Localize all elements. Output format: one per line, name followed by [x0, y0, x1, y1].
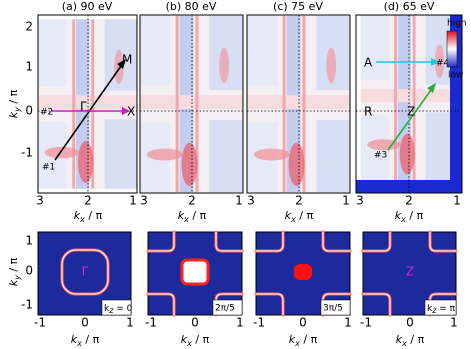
- cut-label: #2: [40, 108, 53, 118]
- x-axis-label: kx / π: [181, 333, 210, 348]
- panel-title: (d) 65 eV: [384, 0, 435, 13]
- x-tick-label: 3: [140, 194, 148, 208]
- x-axis-label: kx / π: [178, 209, 207, 224]
- x-tick-label: 0: [406, 316, 414, 330]
- x-ticks-top: 3 2 1 3 2 1 3 2 1 3 2 1: [36, 194, 461, 208]
- kz-label: kz = 0: [104, 304, 133, 315]
- x-tick-label: 1: [344, 316, 352, 330]
- colorbar-label: high: [447, 19, 467, 29]
- fermi-surface-panels: [37, 230, 458, 317]
- x-tick-label: 0: [299, 316, 307, 330]
- x-tick-label: -1: [145, 316, 157, 330]
- x-tick-label: 0: [191, 316, 199, 330]
- point-label: R: [364, 105, 372, 119]
- x-tick-label: 1: [450, 316, 458, 330]
- cut-label: #3: [374, 151, 387, 161]
- x-tick-label: 1: [453, 194, 461, 208]
- y-tick-label: 1: [25, 234, 33, 248]
- x-axis-label: kx / π: [285, 209, 314, 224]
- cut-arrow: [54, 65, 122, 161]
- x-tick-label: 3: [36, 194, 44, 208]
- kz-label: 3π/5: [323, 304, 343, 314]
- point-label: Z: [406, 265, 414, 279]
- y-tick-label: -1: [21, 146, 33, 160]
- y-axis-label: ky / π: [7, 257, 22, 286]
- y-tick-label: 0: [25, 104, 33, 118]
- point-label: X: [127, 105, 135, 119]
- x-tick-label: 2: [84, 194, 92, 208]
- arrow-head: [117, 59, 126, 69]
- panel-title: (c) 75 eV: [273, 0, 323, 13]
- colorbar: [446, 30, 458, 68]
- y-tick-label: 1: [25, 60, 33, 74]
- x-axis-label: kx / π: [289, 333, 318, 348]
- colorbar-label: low: [448, 71, 463, 81]
- x-tick-label: 1: [126, 316, 134, 330]
- arpes-map-b: [140, 15, 243, 193]
- cut-arrow: [387, 89, 432, 151]
- point-label: Z: [407, 105, 415, 119]
- x-tick-label: 1: [236, 316, 244, 330]
- arrow-head: [431, 58, 439, 66]
- x-tick-label: -1: [253, 316, 265, 330]
- x-axis-label: kx / π: [396, 333, 425, 348]
- y-tick-label: 2: [25, 20, 33, 34]
- kz-label: 2π/5: [215, 304, 235, 314]
- x-tick-label: 1: [342, 194, 350, 208]
- kz-labels: kz = 0 2π/5 3π/5 kz = π: [101, 299, 457, 316]
- x-tick-label: -1: [34, 316, 46, 330]
- cut-label: #4: [436, 59, 450, 69]
- x-tick-label: 2: [188, 194, 196, 208]
- point-label: A: [364, 56, 373, 70]
- panel-title: (b) 80 eV: [166, 0, 217, 13]
- arrow-head: [122, 107, 130, 115]
- x-ticks-bottom: -1 0 1 -1 0 1 -1 0 1 -1 0 1: [34, 316, 458, 330]
- x-tick-label: 1: [235, 194, 243, 208]
- kz-label: kz = π: [427, 304, 456, 315]
- x-tick-label: -1: [360, 316, 372, 330]
- x-tick-label: 2: [295, 194, 303, 208]
- x-tick-label: 1: [129, 194, 137, 208]
- x-axis-label: kx / π: [74, 209, 103, 224]
- x-axis-label: kx / π: [395, 209, 424, 224]
- arrow-head: [427, 83, 436, 93]
- x-labels-bottom: kx / π kx / π kx / π kx / π: [71, 333, 425, 348]
- panel-frames: [37, 14, 463, 194]
- arpes-map-c: [247, 15, 350, 193]
- panel-title: (a) 90 eV: [62, 0, 113, 13]
- x-tick-label: 3: [247, 194, 255, 208]
- y-axis-label: ky / π: [7, 89, 22, 118]
- x-tick-label: 2: [405, 194, 413, 208]
- x-axis-label: kx / π: [71, 333, 100, 348]
- point-label: Γ: [82, 265, 89, 279]
- point-label: Γ: [80, 100, 87, 114]
- point-label: M: [122, 53, 132, 67]
- y-tick-label: -1: [21, 298, 33, 312]
- x-labels-top: kx / π kx / π kx / π kx / π: [74, 209, 424, 224]
- y-tick-label: 0: [25, 264, 33, 278]
- cut-label: #1: [42, 163, 55, 173]
- x-tick-label: 3: [356, 194, 364, 208]
- x-tick-label: 0: [81, 316, 89, 330]
